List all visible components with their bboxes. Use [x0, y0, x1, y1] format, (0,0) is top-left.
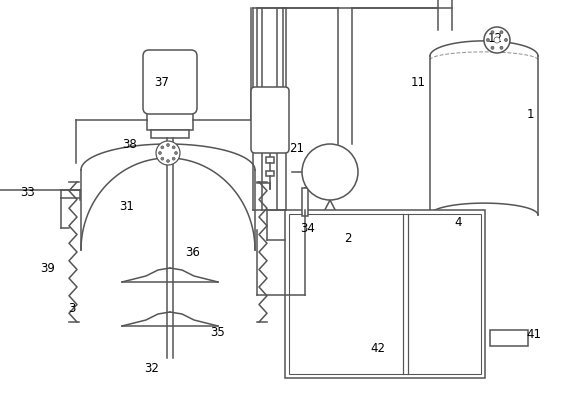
Circle shape	[166, 144, 169, 146]
Circle shape	[491, 31, 494, 34]
Text: 1: 1	[526, 109, 534, 122]
Text: 34: 34	[301, 221, 315, 235]
FancyBboxPatch shape	[251, 87, 289, 153]
FancyBboxPatch shape	[143, 50, 197, 114]
Circle shape	[500, 31, 503, 34]
Circle shape	[302, 144, 358, 200]
Bar	[285, 210, 485, 378]
Circle shape	[491, 46, 494, 49]
Bar	[289, 214, 481, 374]
Text: 33: 33	[20, 186, 35, 200]
Circle shape	[172, 146, 175, 149]
Bar	[266, 171, 274, 176]
Circle shape	[486, 38, 490, 41]
Text: 38: 38	[123, 138, 138, 152]
Text: 12: 12	[487, 32, 503, 45]
Bar	[302, 188, 308, 216]
Circle shape	[161, 157, 164, 160]
Text: 4: 4	[454, 215, 462, 229]
Circle shape	[158, 152, 161, 154]
Text: 35: 35	[211, 326, 225, 338]
Text: 11: 11	[410, 75, 426, 89]
Text: 31: 31	[119, 200, 135, 213]
Text: 41: 41	[526, 328, 542, 342]
Text: 42: 42	[371, 342, 385, 354]
Bar	[266, 157, 274, 163]
Circle shape	[500, 46, 503, 49]
Circle shape	[161, 146, 164, 149]
Text: 2: 2	[344, 231, 351, 245]
Circle shape	[494, 37, 500, 43]
Circle shape	[166, 160, 169, 162]
Bar	[147, 110, 193, 130]
Text: 37: 37	[155, 75, 169, 89]
Circle shape	[156, 141, 180, 165]
Circle shape	[172, 157, 175, 160]
Circle shape	[484, 27, 510, 53]
Text: 21: 21	[289, 142, 305, 154]
Circle shape	[174, 152, 178, 154]
Circle shape	[504, 38, 508, 41]
Text: 32: 32	[144, 361, 160, 375]
Bar	[151, 130, 189, 138]
Text: 36: 36	[186, 245, 200, 259]
Text: 3: 3	[68, 302, 76, 314]
Text: 39: 39	[41, 261, 55, 275]
Bar	[490, 330, 528, 346]
